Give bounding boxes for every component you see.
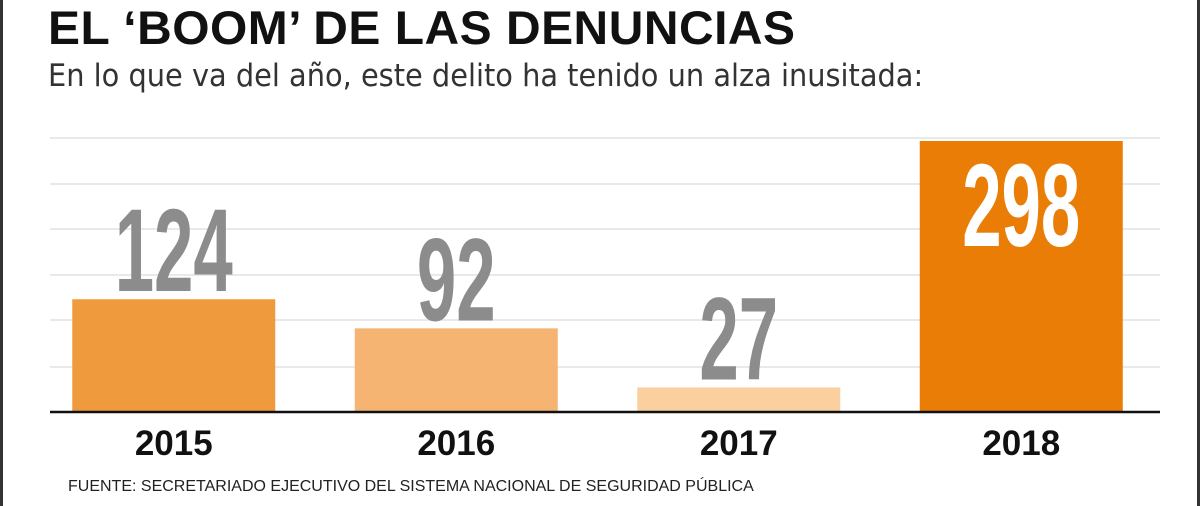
value-label: 27 xyxy=(699,273,778,405)
bar-2018 xyxy=(919,141,1123,412)
x-tick-label: 2015 xyxy=(135,424,213,463)
bar-2016 xyxy=(354,328,558,412)
value-label: 298 xyxy=(962,139,1080,271)
value-label: 92 xyxy=(417,214,496,346)
chart-title: EL ‘BOOM’ DE LAS DENUNCIAS xyxy=(48,1,796,54)
x-tick-label: 2016 xyxy=(417,424,495,463)
x-tick-label: 2017 xyxy=(700,424,778,463)
left-border xyxy=(0,0,3,506)
bar-2015 xyxy=(72,299,276,412)
source-note: FUENTE: SECRETARIADO EJECUTIVO DEL SISTE… xyxy=(68,478,754,495)
chart-subtitle: En lo que va del año, este delito ha ten… xyxy=(48,58,924,94)
value-label: 124 xyxy=(115,185,233,317)
right-border xyxy=(1197,0,1200,506)
bar-2017 xyxy=(637,387,841,412)
x-tick-label: 2018 xyxy=(982,424,1060,463)
